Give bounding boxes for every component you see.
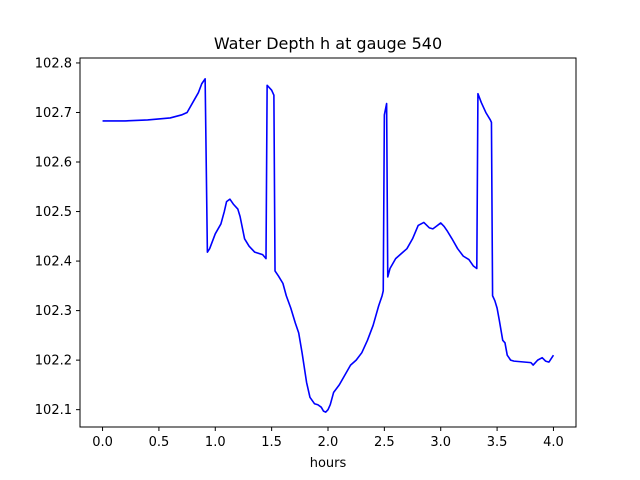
x-tick-label: 3.5 [487, 435, 508, 450]
y-tick-label: 102.7 [35, 106, 72, 121]
x-tick-label: 3.0 [430, 435, 451, 450]
y-tick-label: 102.2 [35, 354, 72, 369]
x-tick-label: 4.0 [543, 435, 564, 450]
y-tick-label: 102.5 [35, 205, 72, 220]
series-line [102, 78, 555, 413]
x-tick-label: 1.5 [261, 435, 282, 450]
plot-area [80, 58, 576, 427]
x-axis-label: hours [310, 456, 347, 471]
y-tick-label: 102.4 [35, 255, 72, 270]
y-tick-label: 102.8 [35, 56, 72, 71]
x-tick-label: 1.0 [205, 435, 226, 450]
x-tick-label: 0.5 [149, 435, 170, 450]
x-tick-label: 2.5 [374, 435, 395, 450]
y-tick-label: 102.3 [35, 304, 72, 319]
y-axis: 102.1 102.2 102.3 102.4 102.5 102.6 102.7 102.8 [35, 56, 80, 418]
x-axis: 0.0 0.5 1.0 1.5 2.0 2.5 3.0 3.5 4.0 [92, 427, 564, 450]
y-tick-label: 102.1 [35, 403, 72, 418]
y-tick-label: 102.6 [35, 156, 72, 171]
x-tick-label: 0.0 [92, 435, 113, 450]
chart-title: Water Depth h at gauge 540 [214, 34, 442, 53]
series-layer [102, 78, 555, 413]
x-tick-label: 2.0 [318, 435, 339, 450]
